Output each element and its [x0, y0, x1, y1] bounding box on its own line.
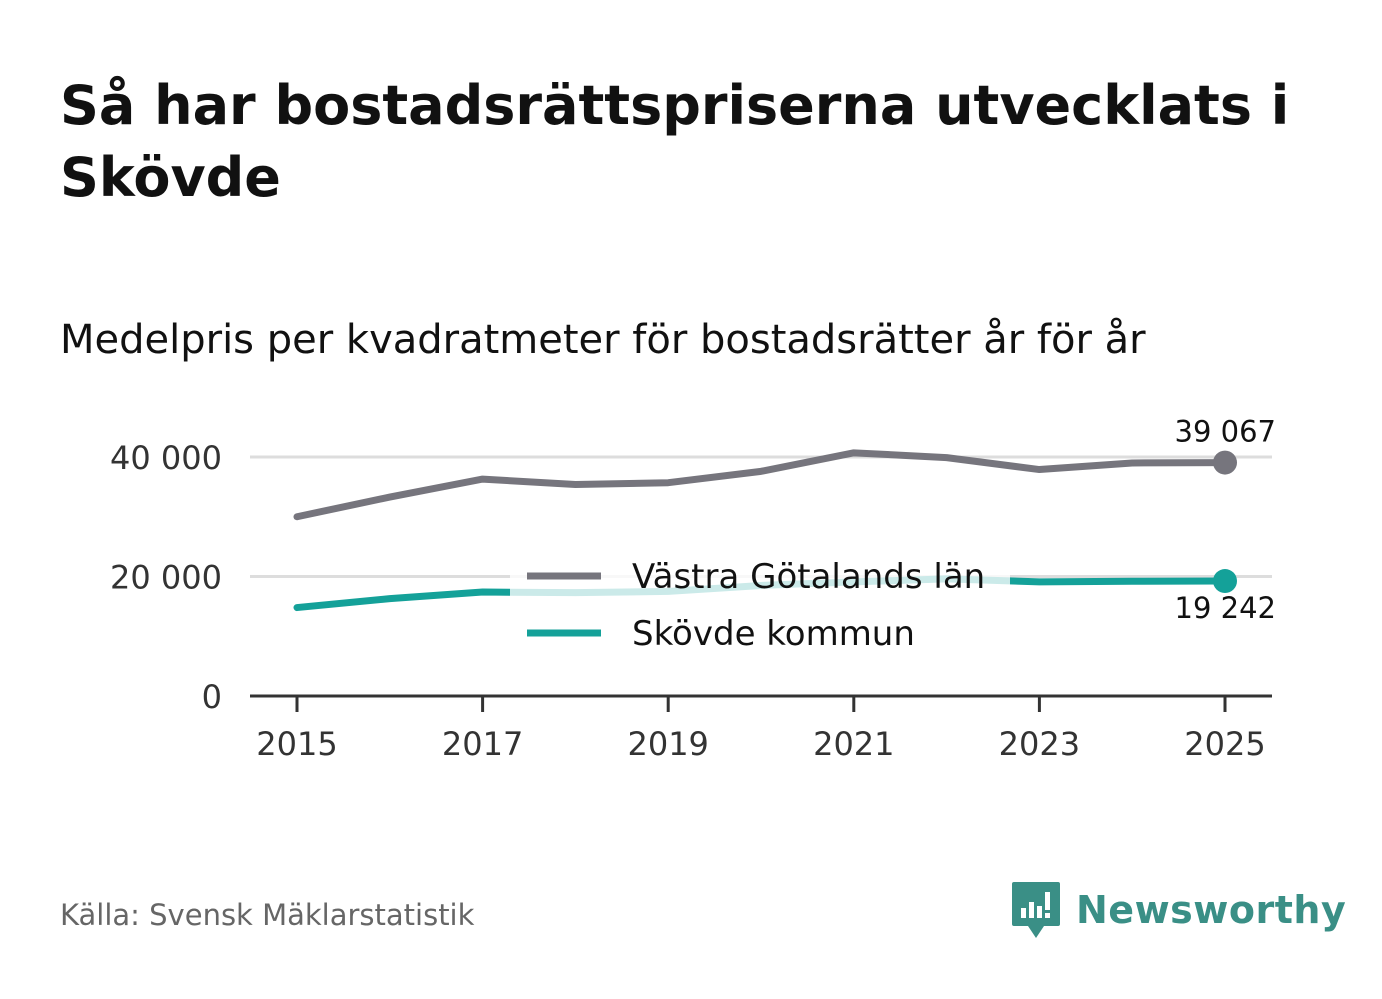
legend-label: Skövde kommun: [632, 614, 915, 654]
x-tick-label: 2023: [999, 725, 1080, 763]
x-tick-label: 2025: [1184, 725, 1265, 763]
source-note: Källa: Svensk Mäklarstatistik: [60, 898, 475, 932]
y-axis-labels: 0 20 000 40 000: [110, 439, 222, 716]
end-value-label: 19 242: [1175, 591, 1276, 625]
x-tick-label: 2019: [627, 725, 708, 763]
y-tick-label: 40 000: [110, 439, 222, 477]
y-tick-label: 20 000: [110, 559, 222, 597]
chart-title: Så har bostadsrättspriserna utvecklats i…: [60, 74, 1290, 209]
x-tick-label: 2021: [813, 725, 894, 763]
chart-subtitle: Medelpris per kvadratmeter för bostadsrä…: [60, 317, 1146, 363]
newsworthy-logo: Newsworthy: [1010, 878, 1346, 942]
end-labels: 39 067 19 242: [1175, 415, 1276, 625]
series-line-vastra-gotalands-lan: [293, 449, 1229, 521]
end-value-label: 39 067: [1175, 415, 1276, 449]
series-end-point: [1213, 569, 1237, 594]
x-axis-labels: 2015 2017 2019 2021 2023 2025: [256, 725, 1265, 763]
legend-background: [510, 548, 1010, 658]
y-tick-label: 0: [202, 678, 222, 716]
legend-label: Västra Götalands län: [632, 557, 985, 597]
x-tick-label: 2017: [442, 725, 523, 763]
logo-text: Newsworthy: [1076, 888, 1347, 932]
legend: Västra Götalands län Skövde kommun: [510, 548, 1010, 658]
x-tick-label: 2015: [256, 725, 337, 763]
x-axis: [250, 694, 1272, 712]
series-end-point: [1213, 450, 1237, 475]
newsworthy-logo-icon: [1012, 882, 1060, 938]
